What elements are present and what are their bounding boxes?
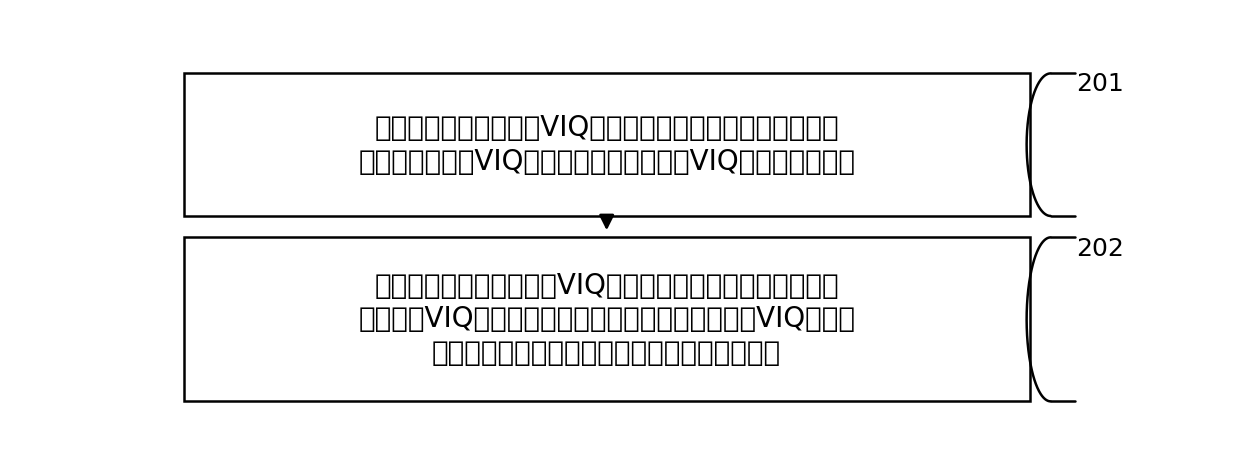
FancyBboxPatch shape xyxy=(184,73,1029,216)
Text: 202: 202 xyxy=(1075,238,1123,262)
Text: 队首报文和所述目的端口信息发送到第二级存储: 队首报文和所述目的端口信息发送到第二级存储 xyxy=(432,339,781,367)
Text: 根据第一虚拟输入队列VIQ链表的节点信息和目的端口信息建: 根据第一虚拟输入队列VIQ链表的节点信息和目的端口信息建 xyxy=(374,114,839,142)
Text: 确定出所述至少一个第二VIQ链表的队首报文后更新所述至少: 确定出所述至少一个第二VIQ链表的队首报文后更新所述至少 xyxy=(374,271,839,300)
FancyBboxPatch shape xyxy=(184,238,1029,401)
Text: 一个第二VIQ链表的节点信息，将所述至少一个第二VIQ链表的: 一个第二VIQ链表的节点信息，将所述至少一个第二VIQ链表的 xyxy=(358,306,856,333)
Text: 立至少一个第二VIQ链表，并更新所述第一VIQ链表的节点信息: 立至少一个第二VIQ链表，并更新所述第一VIQ链表的节点信息 xyxy=(358,148,856,175)
Text: 201: 201 xyxy=(1075,72,1123,95)
